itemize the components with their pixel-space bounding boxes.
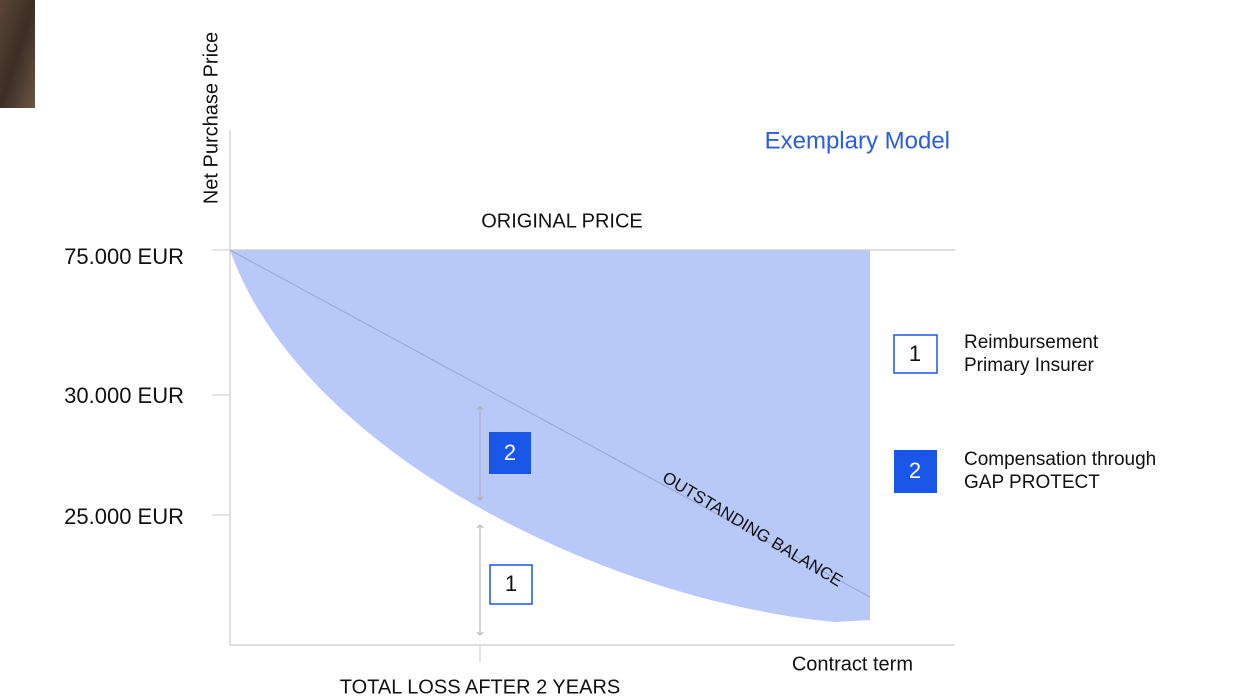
y-axis-title: Net Purchase Price xyxy=(200,32,222,204)
marker: 2 xyxy=(504,440,516,465)
y-label: 75.000 EUR xyxy=(64,244,184,269)
legend-text: Reimbursement xyxy=(964,332,1099,353)
model-label: Exemplary Model xyxy=(765,127,950,154)
legend-text: GAP PROTECT xyxy=(964,472,1100,493)
legend-marker: 2 xyxy=(909,458,921,483)
legend-text: Compensation through xyxy=(964,449,1156,470)
original-price-label: ORIGINAL PRICE xyxy=(481,210,643,232)
event-label: TOTAL LOSS AFTER 2 YEARS xyxy=(340,676,620,698)
photo-fragment xyxy=(0,0,35,108)
marker: 1 xyxy=(505,571,517,596)
gap-area xyxy=(230,250,870,622)
y-label: 25.000 EUR xyxy=(64,504,184,529)
diagram: Net Purchase Price Exemplary Model ORIGI… xyxy=(0,0,1247,700)
y-label: 30.000 EUR xyxy=(64,383,184,408)
legend-text: Primary Insurer xyxy=(964,355,1095,376)
x-axis-title: Contract term xyxy=(792,653,913,675)
legend-marker: 1 xyxy=(909,341,921,366)
